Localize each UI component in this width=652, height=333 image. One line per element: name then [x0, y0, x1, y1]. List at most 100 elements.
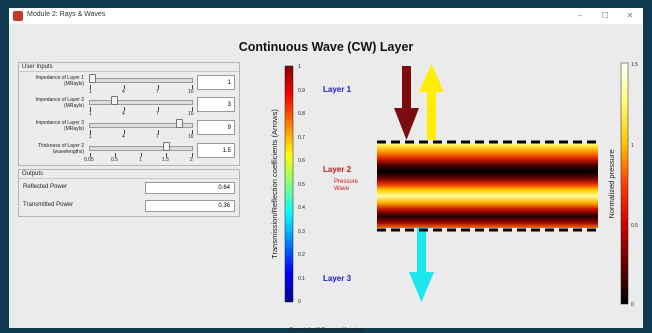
slider-track[interactable] — [89, 100, 193, 105]
colorbar-tick-label: 0.8 — [298, 111, 305, 117]
colorbar-tick-label: 0.4 — [298, 205, 305, 211]
tick-mark — [124, 130, 125, 134]
colorbar-tick-label: 0.5 — [298, 182, 305, 188]
tick-label: 10 — [188, 89, 194, 95]
tick-label: 1.5 — [162, 157, 169, 163]
footer-text: Essentials of Ultrasound Imaging — [289, 327, 363, 333]
tick-mark — [192, 85, 193, 89]
impedance-layer2-slider[interactable]: 1 4 7 10 — [89, 95, 194, 123]
pressure-tick-label: 0.5 — [631, 223, 638, 229]
label-unit: (wavelengths) — [52, 149, 84, 155]
slider-track[interactable] — [89, 123, 193, 128]
slider-thumb[interactable] — [89, 74, 96, 83]
reflected-arrow — [419, 64, 444, 140]
tick-mark — [158, 107, 159, 111]
tick-label: 4 — [122, 134, 125, 140]
tick-mark — [90, 85, 91, 89]
tick-label: 0.5 — [111, 157, 118, 163]
colorbar-tick-label: 0.1 — [298, 276, 305, 282]
transmitted-power-label: Transmitted Power — [23, 202, 74, 208]
colorbar-tick-label: 0.7 — [298, 135, 305, 141]
tick-mark — [158, 130, 159, 134]
tick-mark — [124, 107, 125, 111]
incident-arrow — [394, 66, 419, 140]
tick-mark — [166, 153, 167, 157]
coefficient-colorbar — [284, 65, 294, 303]
coefficient-colorbar-label: Transmission/Reflection coefficients (Ar… — [270, 109, 279, 259]
tick-mark — [192, 107, 193, 111]
tick-label: 10 — [188, 111, 194, 117]
thickness-layer2-slider[interactable]: 0.05 0.5 1 1.5 2 — [84, 141, 193, 169]
title-bar: Module 2: Rays & Waves – ☐ ✕ — [9, 8, 643, 24]
colorbar-tick-label: 0.6 — [298, 158, 305, 164]
pressure-tick-label: 1 — [631, 143, 634, 149]
label-line: Impedance of Layer 3 — [35, 120, 84, 126]
layer2-label: Layer 2 — [323, 165, 352, 174]
tick-label: 7 — [156, 111, 159, 117]
panel-title: User Inputs — [19, 63, 239, 72]
pressure-colorbar-label: Normalized pressure — [607, 149, 616, 218]
reflected-power-label: Reflected Power — [23, 184, 68, 190]
impedance-layer3-slider[interactable]: 1 4 7 10 — [89, 118, 194, 146]
tick-mark — [90, 130, 91, 134]
slider-track[interactable] — [89, 146, 193, 151]
tick-label: 4 — [122, 111, 125, 117]
reflected-power-value: 0.64 — [145, 182, 235, 194]
transmitted-power-value: 0.36 — [145, 200, 235, 212]
tick-mark — [115, 153, 116, 157]
tick-mark — [158, 85, 159, 89]
app-window: Module 2: Rays & Waves – ☐ ✕ Continuous … — [9, 8, 643, 333]
thickness-layer2-input[interactable]: 1.5 — [197, 143, 235, 158]
colorbar-tick-label: 0.9 — [298, 88, 305, 94]
slider-thumb[interactable] — [162, 142, 170, 151]
tick-label: 1 — [139, 157, 142, 163]
outputs-panel: Outputs Reflected Power 0.64 Transmitted… — [18, 169, 240, 217]
impedance-layer3-label: Impedance of Layer 3 (MRayls) — [21, 120, 84, 132]
layer1-label: Layer 1 — [323, 85, 352, 94]
label-line: Impedance of Layer 2 — [35, 97, 84, 103]
pressure-tick-label: 0 — [631, 302, 634, 308]
layer3-label: Layer 3 — [323, 274, 352, 283]
transmitted-arrow — [409, 228, 434, 302]
tick-label: 10 — [188, 134, 194, 140]
panel-title: Outputs — [19, 170, 239, 179]
impedance-layer2-label: Impedance of Layer 2 (MRayls) — [21, 97, 84, 109]
window-title: Module 2: Rays & Waves — [27, 11, 106, 18]
tick-label: 0.05 — [84, 157, 94, 163]
tick-label: 2 — [190, 157, 193, 163]
pressure-wave-label: Pressure — [334, 179, 359, 185]
slider-thumb[interactable] — [110, 96, 118, 105]
tick-label: 1 — [89, 111, 92, 117]
pressure-wave-layer — [377, 144, 598, 228]
maximize-button[interactable]: ☐ — [601, 11, 609, 20]
colorbar-tick-label: 0.2 — [298, 252, 305, 258]
close-button[interactable]: ✕ — [626, 11, 634, 20]
colorbar-tick-label: 1 — [298, 64, 301, 70]
impedance-layer3-input[interactable]: 9 — [197, 120, 235, 135]
label-unit: (MRayls) — [64, 126, 84, 132]
tick-mark — [124, 85, 125, 89]
tick-label: 7 — [156, 134, 159, 140]
label-line: Impedance of Layer 1 — [35, 75, 84, 81]
tick-mark — [90, 107, 91, 111]
tick-mark — [141, 153, 142, 157]
tick-label: 1 — [89, 134, 92, 140]
tick-mark — [192, 130, 193, 134]
impedance-layer1-input[interactable]: 1 — [197, 75, 235, 90]
tick-mark — [192, 153, 193, 157]
pressure-wave-label: Wave — [334, 186, 350, 192]
page-title: Continuous Wave (CW) Layer — [238, 40, 414, 54]
pressure-tick-label: 1.5 — [631, 62, 638, 68]
matlab-icon — [13, 11, 23, 21]
tick-label: 7 — [156, 89, 159, 95]
tick-label: 4 — [122, 89, 125, 95]
impedance-layer1-slider[interactable]: 1 4 7 10 — [89, 73, 194, 101]
colorbar-tick-label: 0.3 — [298, 229, 305, 235]
impedance-layer2-input[interactable]: 3 — [197, 97, 235, 112]
slider-thumb[interactable] — [176, 119, 184, 128]
user-inputs-panel: User Inputs Impedance of Layer 1 (MRayls… — [18, 62, 240, 166]
tick-mark — [90, 153, 91, 157]
thickness-layer2-label: Thickness of Layer 2 (wavelengths) — [21, 143, 84, 155]
minimize-button[interactable]: – — [577, 11, 583, 20]
label-unit: (MRayls) — [64, 103, 84, 109]
